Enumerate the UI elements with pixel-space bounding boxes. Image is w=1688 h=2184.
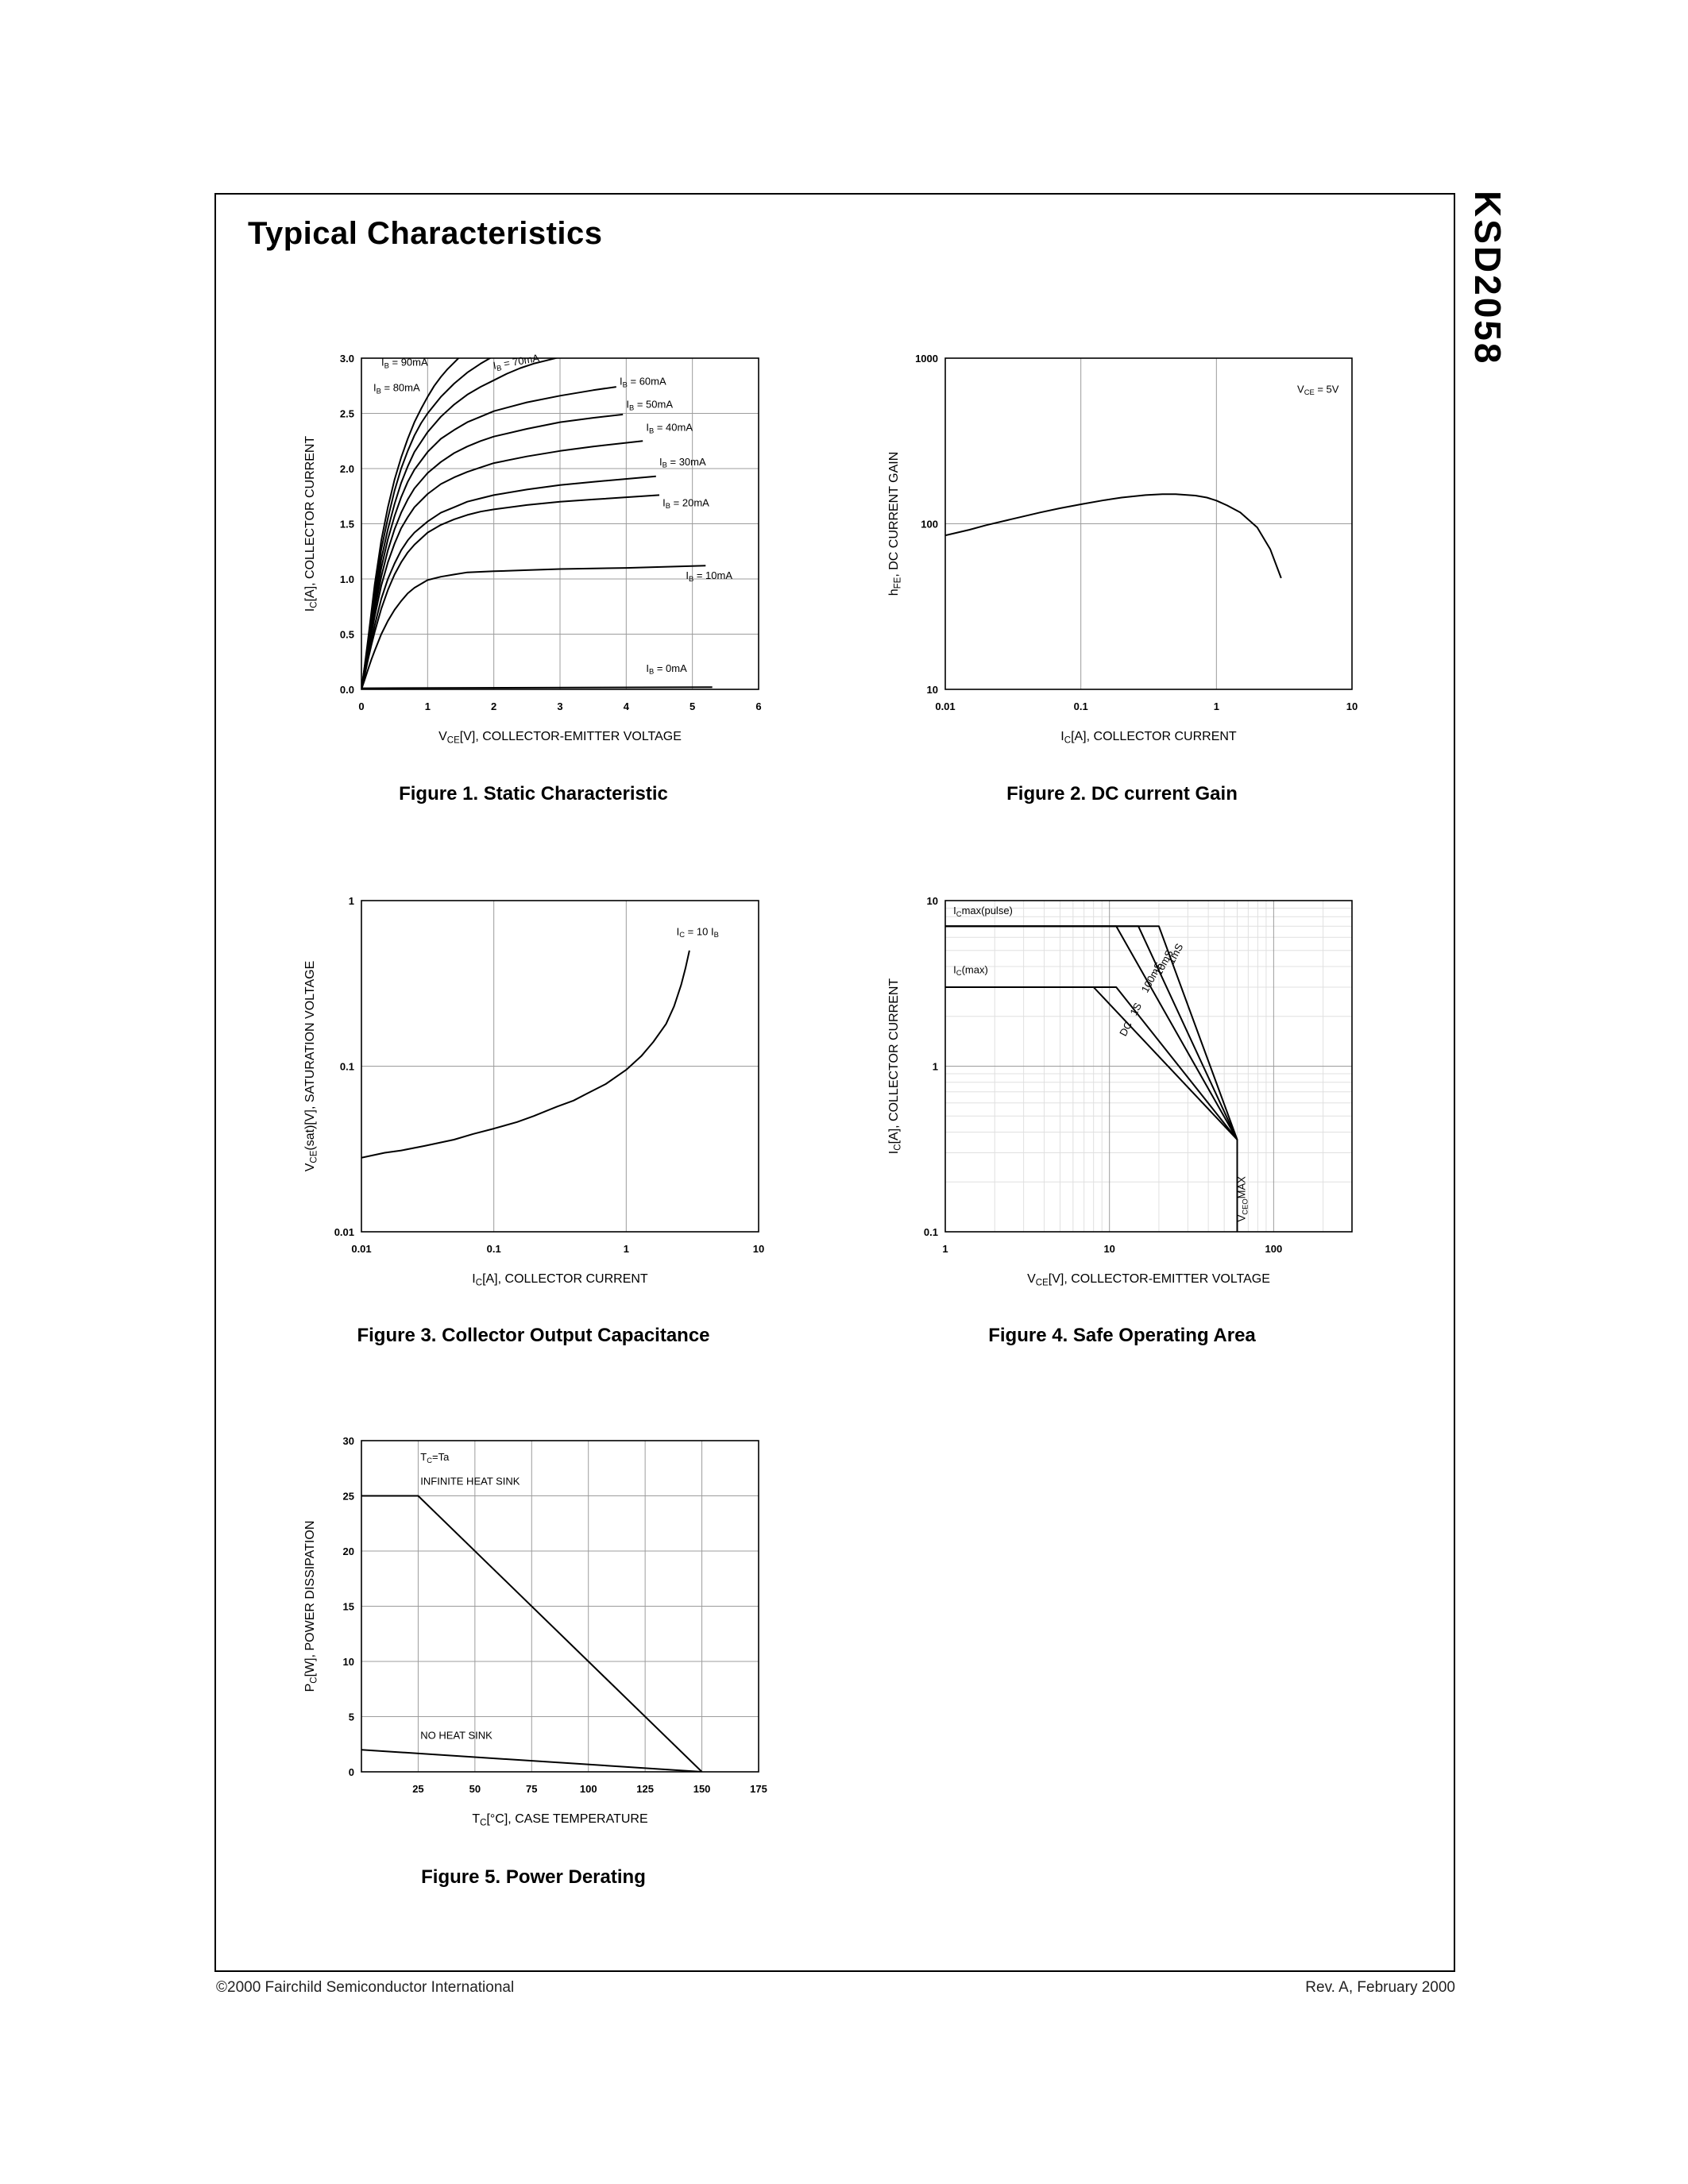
svg-text:30: 30 (343, 1435, 354, 1447)
svg-text:0: 0 (349, 1766, 354, 1778)
svg-text:1.5: 1.5 (340, 519, 354, 531)
svg-text:0.0: 0.0 (340, 684, 354, 696)
svg-text:10: 10 (927, 895, 938, 907)
svg-text:15: 15 (343, 1601, 354, 1613)
svg-text:1: 1 (942, 1243, 948, 1255)
svg-text:0: 0 (358, 700, 364, 712)
svg-text:0.1: 0.1 (340, 1061, 354, 1073)
footer-copyright: ©2000 Fairchild Semiconductor Internatio… (216, 1979, 515, 1996)
page-frame (214, 193, 1455, 1972)
svg-text:TC=Ta: TC=Ta (420, 1451, 450, 1464)
svg-text:VCEOMAX: VCEOMAX (1235, 1176, 1249, 1222)
svg-text:VCE[V], COLLECTOR-EMITTER VOLT: VCE[V], COLLECTOR-EMITTER VOLTAGE (438, 730, 682, 746)
svg-text:NO HEAT SINK: NO HEAT SINK (420, 1729, 492, 1741)
svg-text:IB = 80mA: IB = 80mA (373, 382, 420, 396)
svg-text:50: 50 (469, 1783, 481, 1795)
svg-text:0.1: 0.1 (924, 1226, 938, 1238)
svg-text:0.1: 0.1 (487, 1243, 501, 1255)
svg-text:150: 150 (693, 1783, 711, 1795)
svg-text:IC[A], COLLECTOR CURRENT: IC[A], COLLECTOR CURRENT (472, 1272, 648, 1288)
svg-text:1: 1 (933, 1061, 938, 1073)
svg-text:hFE, DC CURRENT GAIN: hFE, DC CURRENT GAIN (887, 452, 903, 596)
svg-text:TC[°C], CASE TEMPERATURE: TC[°C], CASE TEMPERATURE (472, 1812, 647, 1828)
svg-text:3: 3 (557, 700, 562, 712)
svg-text:3.0: 3.0 (340, 353, 354, 365)
svg-text:IB = 30mA: IB = 30mA (659, 456, 706, 469)
svg-text:IB = 60mA: IB = 60mA (620, 375, 666, 388)
footer-revision: Rev. A, February 2000 (1305, 1979, 1455, 1996)
svg-text:75: 75 (526, 1783, 537, 1795)
svg-text:IC = 10 IB: IC = 10 IB (677, 925, 719, 939)
figure-4-caption: Figure 4. Safe Operating Area (988, 1325, 1256, 1346)
svg-text:VCE = 5V: VCE = 5V (1297, 383, 1339, 396)
svg-text:10: 10 (753, 1243, 764, 1255)
svg-text:IB = 20mA: IB = 20mA (662, 496, 709, 510)
svg-text:10: 10 (1346, 700, 1358, 712)
figure-3-caption: Figure 3. Collector Output Capacitance (357, 1325, 710, 1346)
svg-text:125: 125 (636, 1783, 654, 1795)
svg-text:IB = 0mA: IB = 0mA (646, 662, 687, 676)
svg-text:0.01: 0.01 (935, 700, 955, 712)
svg-text:2: 2 (491, 700, 496, 712)
svg-text:1.0: 1.0 (340, 573, 354, 585)
svg-text:2.5: 2.5 (340, 408, 354, 420)
figure-5-power-derating-chart: 25 50 75 100 125 150 175 0 5 10 15 20 25 30 TC[°C], CA… (286, 1417, 781, 1851)
figure-1-caption: Figure 1. Static Characteristic (399, 783, 668, 805)
svg-text:5: 5 (349, 1711, 354, 1723)
svg-text:2.0: 2.0 (340, 463, 354, 475)
svg-text:VCE[V], COLLECTOR-EMITTER VOLT: VCE[V], COLLECTOR-EMITTER VOLTAGE (1027, 1272, 1270, 1288)
svg-text:INFINITE HEAT SINK: INFINITE HEAT SINK (420, 1476, 520, 1488)
svg-text:ICmax(pulse): ICmax(pulse) (953, 905, 1013, 918)
svg-text:IB = 50mA: IB = 50mA (626, 399, 673, 412)
svg-text:0.5: 0.5 (340, 629, 354, 641)
svg-text:IB = 90mA: IB = 90mA (381, 357, 428, 370)
figure-1-static-characteristic-chart: 0 1 2 3 4 5 6 0.0 0.5 1.0 1.5 2.0 2.5 3.0 VCE[V], COLL… (286, 334, 781, 769)
svg-text:1: 1 (1214, 700, 1219, 712)
svg-text:IC[A], COLLECTOR CURRENT: IC[A], COLLECTOR CURRENT (303, 436, 319, 612)
svg-text:PC[W], POWER DISSIPATION: PC[W], POWER DISSIPATION (303, 1521, 319, 1692)
svg-text:100: 100 (1265, 1243, 1283, 1255)
figure-3-plot: 0.01 0.1 1 10 0.01 0.1 1 IC[A], COLLECTOR CURRE… (303, 895, 764, 1288)
svg-text:1: 1 (624, 1243, 629, 1255)
figure-2-caption: Figure 2. DC current Gain (1006, 783, 1238, 805)
svg-text:IC[A], COLLECTOR CURRENT: IC[A], COLLECTOR CURRENT (1060, 730, 1237, 746)
svg-text:0.01: 0.01 (334, 1226, 354, 1238)
svg-text:175: 175 (750, 1783, 767, 1795)
svg-text:1000: 1000 (915, 353, 938, 365)
svg-text:DC: DC (1117, 1020, 1134, 1039)
svg-text:IB = 10mA: IB = 10mA (686, 569, 732, 583)
figure-2-dc-current-gain-chart: 0.01 0.1 1 10 10 100 1000 IC[A], COLLECTOR CURR… (870, 334, 1374, 769)
svg-text:5: 5 (689, 700, 695, 712)
page-title: Typical Characteristics (248, 216, 603, 251)
svg-text:10: 10 (343, 1656, 354, 1668)
svg-text:IC[A], COLLECTOR CURRENT: IC[A], COLLECTOR CURRENT (887, 978, 903, 1155)
svg-text:IC(max): IC(max) (953, 963, 988, 977)
svg-text:25: 25 (343, 1491, 354, 1503)
figure-5-plot: 25 50 75 100 125 150 175 0 5 10 15 20 25 30 TC[°C], CA… (303, 1435, 767, 1828)
svg-text:100: 100 (921, 519, 938, 531)
svg-text:IB = 40mA: IB = 40mA (646, 422, 693, 435)
svg-text:1S: 1S (1127, 1001, 1144, 1017)
svg-text:0.01: 0.01 (351, 1243, 371, 1255)
svg-text:100: 100 (580, 1783, 597, 1795)
svg-text:20: 20 (343, 1545, 354, 1557)
svg-text:10: 10 (927, 684, 938, 696)
svg-text:25: 25 (412, 1783, 423, 1795)
part-number-label: KSD2058 (1467, 191, 1508, 366)
figure-1-plot: 0 1 2 3 4 5 6 0.0 0.5 1.0 1.5 2.0 2.5 3.0 VCE[V], COLL… (303, 352, 762, 746)
svg-text:0.1: 0.1 (1074, 700, 1088, 712)
svg-text:10: 10 (1103, 1243, 1114, 1255)
figure-2-plot: 0.01 0.1 1 10 10 100 1000 IC[A], COLLECTOR CURR… (887, 353, 1358, 746)
figure-5-caption: Figure 5. Power Derating (421, 1866, 646, 1888)
svg-text:6: 6 (755, 700, 761, 712)
figure-4-plot: 1 10 100 0.1 1 10 VCE[V], COLLECTOR-EMITTER VO… (887, 895, 1353, 1288)
svg-text:VCE(sat)[V], SATURATION VOLTAG: VCE(sat)[V], SATURATION VOLTAGE (303, 961, 319, 1172)
svg-text:4: 4 (624, 700, 630, 712)
svg-text:1mS: 1mS (1165, 941, 1186, 966)
svg-text:1: 1 (425, 700, 431, 712)
svg-text:1: 1 (349, 895, 354, 907)
figure-3-saturation-voltage-chart: 0.01 0.1 1 10 0.01 0.1 1 IC[A], COLLECTOR CURRE… (286, 877, 781, 1311)
figure-4-safe-operating-area-chart: 1 10 100 0.1 1 10 VCE[V], COLLECTOR-EMITTER VO… (870, 877, 1374, 1311)
